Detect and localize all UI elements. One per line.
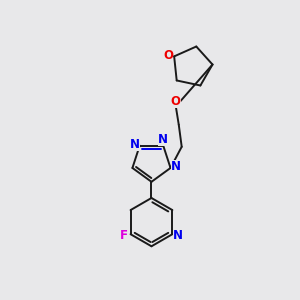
Text: N: N xyxy=(129,138,140,151)
Text: N: N xyxy=(173,229,183,242)
Text: O: O xyxy=(171,94,181,108)
Text: O: O xyxy=(163,49,173,62)
Text: F: F xyxy=(120,229,128,242)
Text: N: N xyxy=(158,133,168,146)
Text: N: N xyxy=(171,160,181,173)
